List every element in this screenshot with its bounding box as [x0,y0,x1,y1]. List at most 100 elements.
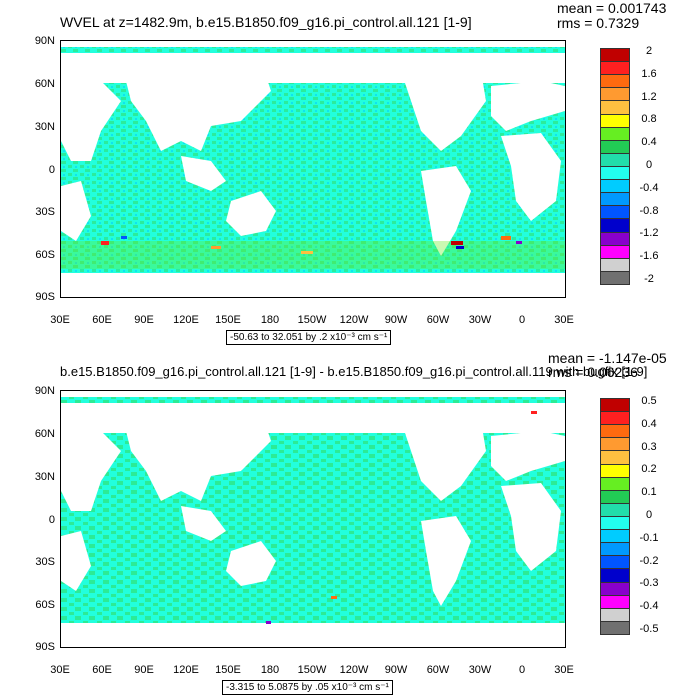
lat-label: 30S [35,206,55,218]
lon-label: 0 [518,664,526,676]
colorbar-label: -0.5 [639,623,659,635]
lat-label: 60S [35,599,55,611]
colorbar-swatch [600,100,630,115]
colorbar-label: 0.4 [641,136,657,149]
colorbar-swatch [600,61,630,76]
lon-label: 120W [339,664,369,676]
rms-stat: rms = 0.7329 [557,15,640,31]
colorbar-swatch [600,411,630,426]
colorbar-label: 1.2 [641,90,657,103]
colorbar-swatch [600,152,630,167]
colorbar-swatch [600,542,630,557]
colorbar-label: -0.4 [639,181,659,194]
lon-label: 150E [215,314,241,326]
colorbar-swatch [600,489,630,504]
rms-stat: rms = 0.06236 [548,364,638,380]
lon-label: 30W [468,314,492,326]
lat-label: 0 [48,514,55,526]
colorbar-swatch [600,594,630,609]
lon-label: 60W [426,314,450,326]
mean-stat: mean = -1.147e-05 [548,350,667,366]
colorbar-label: 1.6 [641,67,657,80]
colorbar-swatch [600,529,630,544]
land-masses [61,391,565,647]
colorbar-swatch [600,516,630,531]
colorbar-label: -0.3 [639,577,659,590]
colorbar-swatch [600,257,630,272]
colorbar-label: -0.1 [639,531,659,544]
colorbar-label: 0 [645,509,653,521]
lon-label: 30W [468,664,492,676]
panel-bottom: b.e15.B1850.f09_g16.pi_control.all.121 [… [0,350,700,700]
lon-label: 0 [518,314,526,326]
colorbar-swatch [600,231,630,246]
colorbar-swatch [600,581,630,596]
lat-label: 60N [34,78,55,90]
colorbar-swatch [600,205,630,220]
lat-label: 60N [34,428,55,440]
lon-label: 90E [134,314,154,326]
colorbar-swatch [600,218,630,233]
lon-label: 90W [384,314,408,326]
colorbar-swatch [600,555,630,570]
lon-label: 30E [50,314,70,326]
lat-label: 90S [35,641,55,653]
lon-label: 30E [554,314,574,326]
lat-label: 30N [34,471,55,483]
colorbar-label: -2 [644,273,654,285]
colorbar-swatch [600,139,630,154]
colorbar-label: -1.6 [639,250,659,263]
colorbar-swatch [600,620,630,635]
plot-title: WVEL at z=1482.9m, b.e15.B1850.f09_g16.p… [60,14,472,30]
colorbar-swatch [600,126,630,141]
colorbar-label: -0.4 [639,600,659,613]
colorbar: 2 1.6 1.2 0.8 0.4 0 -0.4 -0.8 -1.2 -1.6 -2 [600,45,658,285]
colorbar-swatch [600,113,630,128]
lat-label: 90N [34,385,55,397]
colorbar-swatch [600,270,630,285]
colorbar-label: 0.2 [641,463,657,476]
colorbar-label: -1.2 [639,227,659,240]
lat-label: 30N [34,121,55,133]
lon-label: 30E [50,664,70,676]
lon-label: 90W [384,664,408,676]
colorbar-swatch [600,166,630,181]
colorbar-swatch [600,607,630,622]
lat-label: 60S [35,249,55,261]
contour-info-box: -3.315 to 5.0875 by .05 x10⁻³ cm s⁻¹ [222,680,393,695]
map-plot [60,40,566,298]
lat-label: 90S [35,291,55,303]
colorbar-swatch [600,437,630,452]
lon-label: 60E [92,664,112,676]
colorbar-label: -0.8 [639,204,659,217]
lon-label: 30E [554,664,574,676]
lon-label: 150W [297,664,327,676]
colorbar-swatch [600,568,630,583]
lon-label: 180 [260,314,280,326]
colorbar-label: -0.2 [639,554,659,567]
colorbar-label: 0.4 [641,417,657,430]
colorbar-label: 0 [645,159,653,171]
colorbar-label: 0.5 [641,395,657,407]
lon-label: 60E [92,314,112,326]
colorbar-swatch [600,244,630,259]
lon-label: 150W [297,314,327,326]
colorbar-swatch [600,398,630,413]
colorbar-label: 0.8 [641,113,657,126]
lon-label: 60W [426,664,450,676]
plot-title: b.e15.B1850.f09_g16.pi_control.all.121 [… [60,364,648,379]
colorbar-swatch [600,502,630,517]
lat-label: 90N [34,35,55,47]
lon-label: 120E [173,664,199,676]
lon-label: 90E [134,664,154,676]
colorbar-swatch [600,192,630,207]
lat-label: 0 [48,164,55,176]
map-svg [61,391,565,647]
lat-label: 30S [35,556,55,568]
colorbar-swatch [600,48,630,63]
colorbar-swatch [600,74,630,89]
colorbar: 0.5 0.4 0.3 0.2 0.1 0 -0.1 -0.2 -0.3 -0.4 -0.5 [600,395,658,635]
colorbar-swatch [600,87,630,102]
map-svg [61,41,565,297]
difference-spots [266,411,537,624]
